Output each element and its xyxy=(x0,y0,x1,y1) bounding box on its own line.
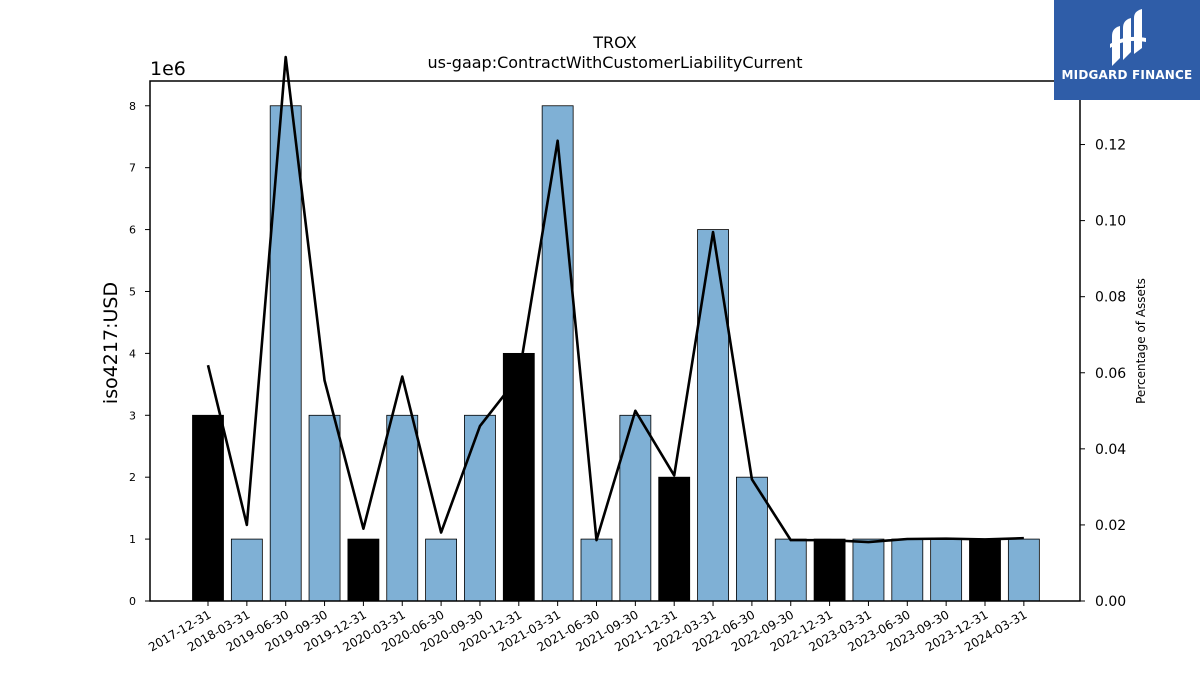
bar-2023-03-31 xyxy=(852,538,885,602)
bar-2020-09-30 xyxy=(464,414,496,602)
chart-title: TROX xyxy=(592,33,636,52)
y-offset-label: 1e6 xyxy=(150,58,186,80)
y-tick-label: 8 xyxy=(129,100,136,113)
line-layer xyxy=(206,55,1024,544)
y-right-tick-label: 0.12 xyxy=(1095,138,1126,154)
bar-2022-09-30 xyxy=(774,538,807,602)
y-tick-label: 6 xyxy=(129,224,136,237)
bar-2019-09-30 xyxy=(308,414,341,602)
y-axis-right-label: Percentage of Assets xyxy=(1134,278,1148,404)
logo-text: MIDGARD FINANCE xyxy=(1061,68,1193,82)
bar-2020-06-30 xyxy=(425,538,458,602)
bar-2020-03-31 xyxy=(386,414,419,602)
bar-2017-12-31 xyxy=(192,414,224,602)
midgard-logo-icon xyxy=(1110,9,1146,66)
y-right-tick-label: 0.00 xyxy=(1095,594,1126,610)
bar-2021-03-31 xyxy=(541,105,574,602)
bar-2021-12-31 xyxy=(658,476,691,602)
bar-2023-09-30 xyxy=(930,538,963,602)
y-right-tick-label: 0.06 xyxy=(1095,366,1126,382)
y-right-tick-label: 0.08 xyxy=(1095,290,1126,306)
y-right-tick-label: 0.04 xyxy=(1095,442,1126,458)
percentage-line xyxy=(206,55,1024,544)
chart-subtitle: us-gaap:ContractWithCustomerLiabilityCur… xyxy=(428,53,803,72)
midgard-finance-logo: MIDGARD FINANCE xyxy=(1054,0,1200,100)
y-tick-label: 0 xyxy=(129,595,136,608)
bar-2019-12-31 xyxy=(347,538,380,602)
plot-frame xyxy=(149,80,1081,602)
y-right-tick-label: 0.10 xyxy=(1095,214,1126,230)
y-tick-label: 4 xyxy=(129,347,136,360)
bar-2024-03-31 xyxy=(1007,538,1040,602)
y-tick-label: 2 xyxy=(129,471,136,484)
bar-2021-06-30 xyxy=(580,538,613,602)
y-tick-label: 5 xyxy=(129,285,136,298)
y-right-tick-label: 0.02 xyxy=(1095,518,1126,534)
bars-layer xyxy=(192,105,1040,602)
bar-2020-12-31 xyxy=(502,352,535,602)
y-axis-label: iso4217:USD xyxy=(100,282,122,404)
y-tick-label: 7 xyxy=(129,162,136,175)
bar-2022-03-31 xyxy=(697,229,729,602)
bar-2022-12-31 xyxy=(813,538,846,602)
bar-2018-03-31 xyxy=(230,538,263,602)
y-tick-label: 3 xyxy=(129,409,136,422)
bar-2023-12-31 xyxy=(969,538,1001,602)
bar-2023-06-30 xyxy=(891,538,924,602)
y-tick-label: 1 xyxy=(129,533,136,546)
